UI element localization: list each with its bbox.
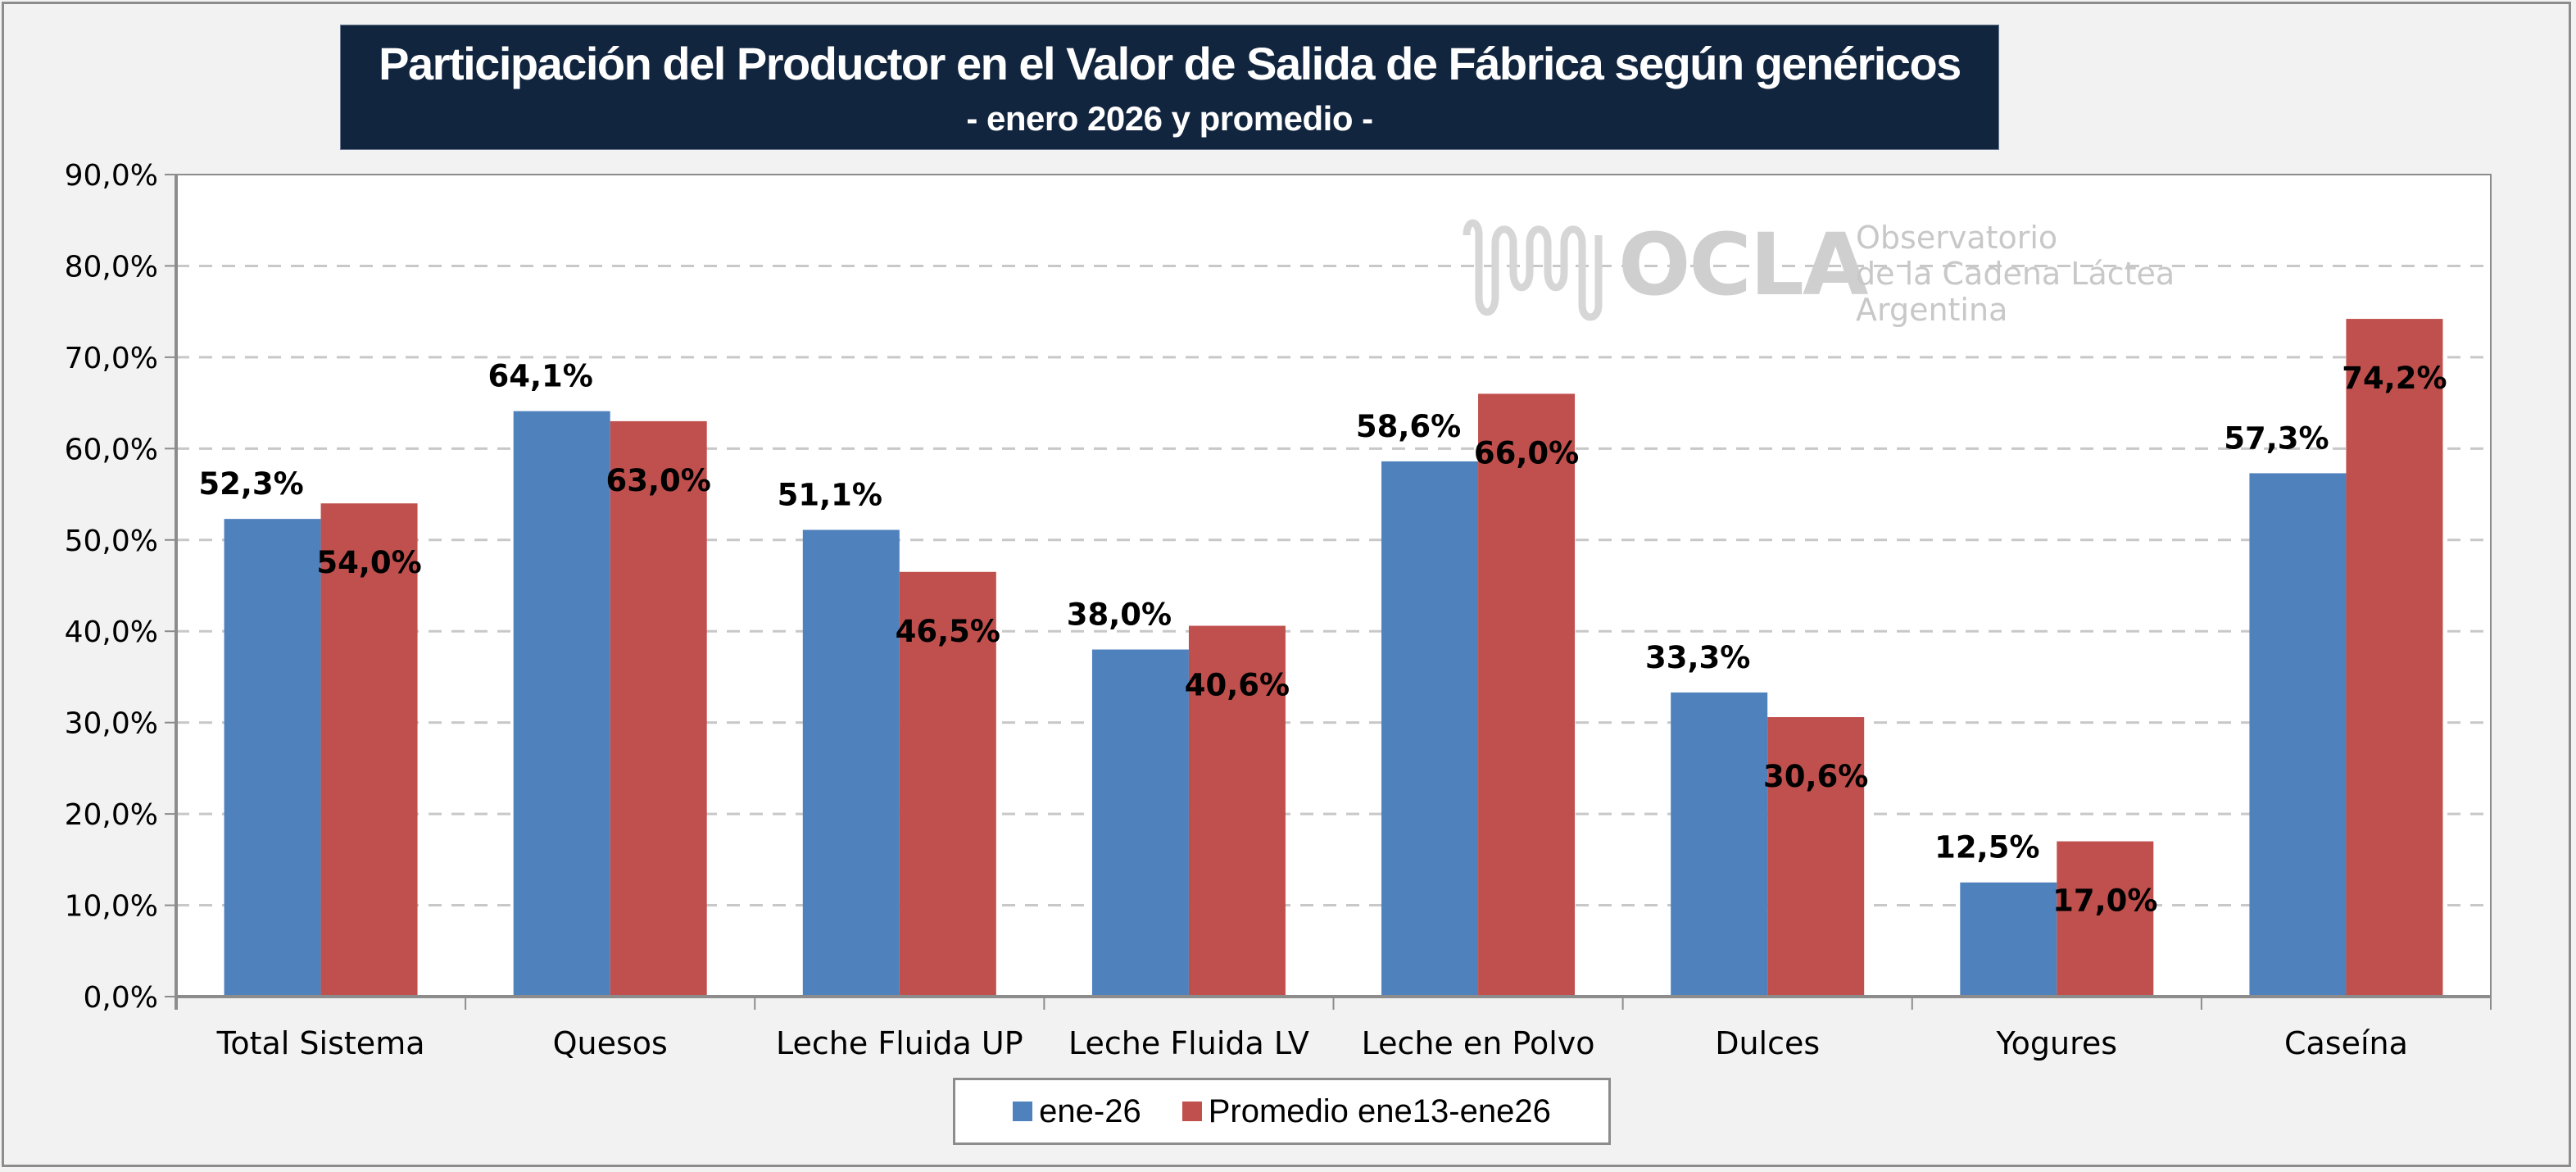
data-labels: 52,3% 54,0% 64,1% 63,0% 51,1% 46,5% 38,0% 40,6%… xyxy=(198,359,2447,919)
chart-subtitle: - enero 2026 y promedio - xyxy=(966,99,1373,138)
x-axis: Total Sistema Quesos Leche Fluida UP Leche … xyxy=(176,995,2492,1061)
data-label-series2: 74,2% xyxy=(2342,361,2447,396)
bar-series2 xyxy=(2346,319,2443,997)
x-tick-label: Leche Fluida UP xyxy=(776,1025,1023,1061)
bar-series1 xyxy=(802,529,900,997)
x-tick-label: Leche en Polvo xyxy=(1362,1025,1595,1061)
x-tick-label: Yogures xyxy=(1996,1025,2118,1061)
chart-title-box: Participación del Productor en el Valor … xyxy=(340,25,1999,150)
data-label-series1: 58,6% xyxy=(1356,409,1461,444)
data-label-series2: 66,0% xyxy=(1474,435,1579,470)
data-label-series2: 63,0% xyxy=(606,463,711,498)
y-axis: 0,0% 10,0% 20,0% 30,0% 40,0% 50,0% 60,0% 70,0% 8… xyxy=(65,159,178,1015)
chart-title: Participación del Productor en el Valor … xyxy=(379,38,1961,89)
data-label-series1: 12,5% xyxy=(1934,830,2039,865)
legend-swatch-red xyxy=(1181,1102,1202,1121)
y-tick-label: 70,0% xyxy=(65,342,158,375)
data-label-series1: 51,1% xyxy=(778,478,882,513)
bar-series1 xyxy=(1671,692,1768,997)
x-tick-label: Leche Fluida LV xyxy=(1068,1025,1309,1061)
data-label-series2: 30,6% xyxy=(1763,759,1868,794)
y-tick-label: 10,0% xyxy=(65,890,158,924)
legend-item-series1[interactable]: ene-26 xyxy=(1013,1093,1141,1130)
bar-series1 xyxy=(224,519,321,997)
bar-series2 xyxy=(2057,841,2154,997)
legend-swatch-blue xyxy=(1013,1102,1033,1121)
legend-item-series2[interactable]: Promedio ene13-ene26 xyxy=(1181,1093,1551,1130)
x-tick-label: Total Sistema xyxy=(216,1025,425,1061)
bar-series2 xyxy=(1767,716,1865,997)
bar-series1 xyxy=(1091,649,1189,997)
bar-series1 xyxy=(1960,882,2057,997)
data-label-series1: 38,0% xyxy=(1067,597,1172,633)
data-label-series1: 64,1% xyxy=(488,359,593,394)
y-tick-label: 60,0% xyxy=(65,433,158,466)
bar-series2 xyxy=(320,503,418,997)
data-label-series1: 52,3% xyxy=(198,466,303,502)
data-label-series1: 33,3% xyxy=(1645,640,1750,675)
x-tick-label: Dulces xyxy=(1715,1025,1820,1061)
legend: ene-26 Promedio ene13-ene26 xyxy=(953,1078,1611,1145)
bar-series2 xyxy=(1478,393,1576,997)
y-tick-label: 0,0% xyxy=(84,981,158,1015)
data-label-series1: 57,3% xyxy=(2224,420,2329,456)
bar-series2 xyxy=(1188,625,1286,997)
data-label-series2: 46,5% xyxy=(896,614,1000,649)
legend-label: ene-26 xyxy=(1039,1093,1141,1129)
bar-series1 xyxy=(2249,473,2347,997)
data-label-series2: 40,6% xyxy=(1185,668,1290,703)
y-tick-label: 20,0% xyxy=(65,798,158,832)
data-label-series2: 54,0% xyxy=(316,545,421,580)
legend-label: Promedio ene13-ene26 xyxy=(1208,1093,1551,1129)
y-tick-label: 80,0% xyxy=(65,250,158,284)
bar-series2 xyxy=(899,571,996,997)
y-tick-label: 30,0% xyxy=(65,707,158,741)
y-tick-label: 50,0% xyxy=(65,525,158,558)
x-tick-label: Quesos xyxy=(553,1025,668,1061)
x-tick-label: Caseína xyxy=(2284,1025,2408,1061)
bar-series2 xyxy=(610,420,707,997)
y-tick-label: 40,0% xyxy=(65,616,158,649)
bar-series1 xyxy=(1381,461,1479,997)
bar-series1 xyxy=(513,411,610,997)
y-tick-label: 90,0% xyxy=(65,159,158,193)
bars xyxy=(224,319,2443,997)
data-label-series2: 17,0% xyxy=(2052,884,2157,919)
